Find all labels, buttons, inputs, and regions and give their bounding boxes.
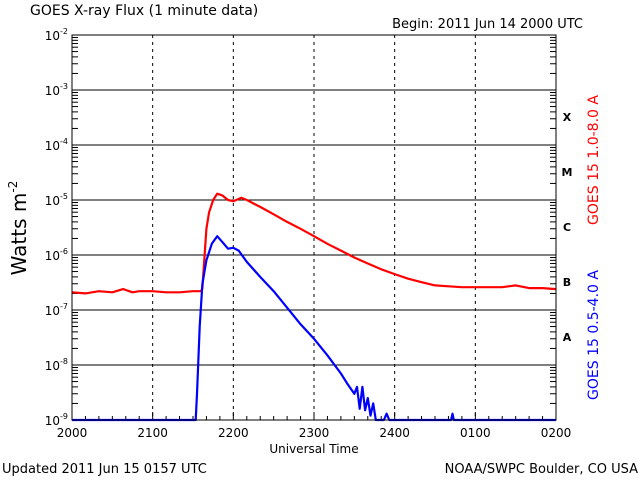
y-tick-label: 10-3 [45,82,68,98]
y-tick-exponent: -7 [60,302,68,311]
y-tick-exponent: -6 [60,247,68,256]
x-axis-ticks: 2000 2100 2200 2300 2400 0100 0200 [57,412,572,440]
legend-short-channel: GOES 15 0.5-4.0 A [586,270,602,400]
y-tick-label: 10-4 [45,137,68,153]
y-axis-label-exponent: -2 [6,181,20,193]
x-tick-label: 0200 [541,426,572,440]
updated-time: Updated 2011 Jun 15 0157 UTC [2,462,207,477]
y-tick-base: 10 [45,194,60,208]
x-tick-label: 2400 [379,426,410,440]
flare-class-a: A [563,331,572,344]
y-tick-label: 10-9 [45,412,68,428]
flare-class-x: X [563,111,572,124]
flare-class-c: C [563,221,571,234]
plot-frame [71,34,557,421]
y-tick-label: 10-2 [45,27,68,43]
y-tick-base: 10 [45,139,60,153]
y-tick-exponent: -3 [60,82,68,91]
x-tick-label: 2300 [299,426,330,440]
y-tick-label: 10-6 [45,247,68,263]
flare-class-labels: X M C B A [562,111,573,344]
y-tick-exponent: -8 [60,357,68,366]
x-axis-label: Universal Time [269,442,358,456]
credit-text: NOAA/SWPC Boulder, CO USA [445,462,638,477]
begin-time: Begin: 2011 Jun 14 2000 UTC [392,17,583,32]
y-tick-label: 10-7 [45,302,68,318]
minor-ticks [72,37,556,404]
flare-class-b: B [563,276,571,289]
y-tick-exponent: -4 [60,137,68,146]
x-tick-label: 2000 [57,426,88,440]
y-tick-exponent: -2 [60,27,68,36]
y-tick-base: 10 [45,304,60,318]
series-line-long-channel [71,192,557,295]
y-tick-base: 10 [45,359,60,373]
x-tick-label: 2100 [137,426,168,440]
y-tick-base: 10 [45,249,60,263]
y-tick-label: 10-5 [45,192,68,208]
y-axis-label-main: Watts m [7,193,31,276]
flare-class-m: M [562,166,573,179]
y-tick-label: 10-8 [45,357,68,373]
y-axis-label: Watts m-2 [6,181,31,276]
legend-long-channel: GOES 15 1.0-8.0 A [586,95,602,225]
y-tick-exponent: -5 [60,192,68,201]
x-tick-label: 2200 [218,426,249,440]
y-tick-base: 10 [45,414,60,428]
y-axis-ticks: 10-210-310-410-510-610-710-810-9 [45,27,68,428]
grid-lines [72,34,556,421]
x-tick-label: 0100 [460,426,491,440]
y-tick-base: 10 [45,84,60,98]
y-tick-base: 10 [45,29,60,43]
chart-title: GOES X-ray Flux (1 minute data) [30,3,258,19]
y-tick-exponent: -9 [60,412,68,421]
